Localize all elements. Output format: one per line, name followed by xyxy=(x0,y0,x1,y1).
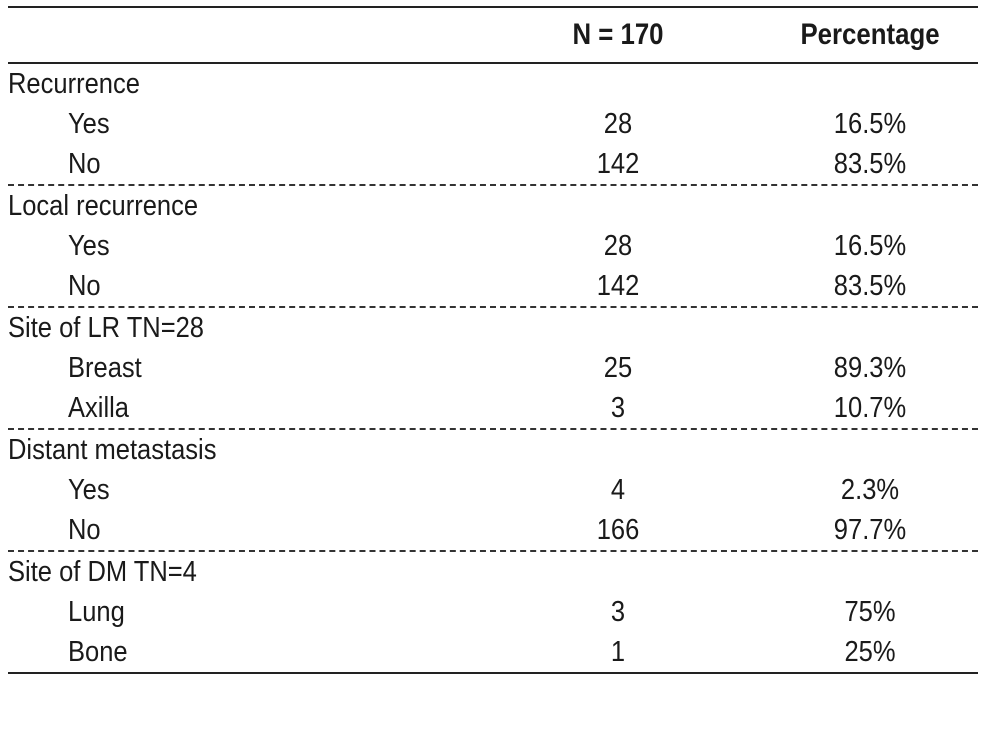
section-title-row: Local recurrence xyxy=(8,186,978,226)
row-label: No xyxy=(68,270,101,302)
row-percentage: 10.7% xyxy=(833,392,907,424)
row-label: Yes xyxy=(68,230,110,262)
row-count: 25 xyxy=(603,352,633,384)
row-label: Yes xyxy=(68,108,110,140)
section-title: Site of LR TN=28 xyxy=(8,312,205,344)
row-percentage: 16.5% xyxy=(833,108,907,140)
row-percentage: 75% xyxy=(844,596,896,628)
row-percentage: 25% xyxy=(844,636,896,668)
row-label: No xyxy=(68,148,101,180)
row-label: Yes xyxy=(68,474,110,506)
table-header: N = 170 Percentage xyxy=(8,6,978,64)
table-row: Yes 28 16.5% xyxy=(8,104,978,144)
row-percentage: 89.3% xyxy=(833,352,907,384)
section-local-recurrence: Local recurrence Yes 28 16.5% No 142 83.… xyxy=(8,186,978,308)
row-count: 1 xyxy=(610,636,626,668)
table-row: No 142 83.5% xyxy=(8,144,978,184)
row-percentage: 2.3% xyxy=(840,474,900,506)
row-percentage: 97.7% xyxy=(833,514,907,546)
section-title: Recurrence xyxy=(8,68,140,100)
section-site-of-dm: Site of DM TN=4 Lung 3 75% Bone 1 25% xyxy=(8,552,978,674)
table-row: Axilla 3 10.7% xyxy=(8,388,978,428)
section-title: Local recurrence xyxy=(8,190,199,222)
row-count: 4 xyxy=(610,474,626,506)
section-recurrence: Recurrence Yes 28 16.5% No 142 83.5% xyxy=(8,64,978,186)
section-distant-metastasis: Distant metastasis Yes 4 2.3% No 166 97.… xyxy=(8,430,978,552)
section-title-row: Recurrence xyxy=(8,64,978,104)
row-count: 142 xyxy=(596,148,640,180)
row-label: No xyxy=(68,514,101,546)
row-label: Axilla xyxy=(68,392,129,424)
table-row: Breast 25 89.3% xyxy=(8,348,978,388)
section-title-row: Site of LR TN=28 xyxy=(8,308,978,348)
row-percentage: 83.5% xyxy=(833,270,907,302)
row-count: 166 xyxy=(596,514,640,546)
row-count: 28 xyxy=(603,108,633,140)
section-title: Site of DM TN=4 xyxy=(8,556,197,588)
row-percentage: 16.5% xyxy=(833,230,907,262)
section-site-of-lr: Site of LR TN=28 Breast 25 89.3% Axilla … xyxy=(8,308,978,430)
table-row: Yes 28 16.5% xyxy=(8,226,978,266)
section-title-row: Site of DM TN=4 xyxy=(8,552,978,592)
row-percentage: 83.5% xyxy=(833,148,907,180)
section-title-row: Distant metastasis xyxy=(8,430,978,470)
results-table: N = 170 Percentage Recurrence Yes 28 16.… xyxy=(8,6,978,674)
column-header-percentage: Percentage xyxy=(800,18,940,51)
column-header-n: N = 170 xyxy=(572,18,664,51)
table-row: Bone 1 25% xyxy=(8,632,978,672)
row-count: 3 xyxy=(610,392,626,424)
section-title: Distant metastasis xyxy=(8,434,217,466)
row-label: Lung xyxy=(68,596,125,628)
table-row: Lung 3 75% xyxy=(8,592,978,632)
table-row: No 142 83.5% xyxy=(8,266,978,306)
table-row: No 166 97.7% xyxy=(8,510,978,550)
table-row: Yes 4 2.3% xyxy=(8,470,978,510)
row-label: Bone xyxy=(68,636,128,668)
row-count: 142 xyxy=(596,270,640,302)
row-label: Breast xyxy=(68,352,142,384)
row-count: 3 xyxy=(610,596,626,628)
row-count: 28 xyxy=(603,230,633,262)
